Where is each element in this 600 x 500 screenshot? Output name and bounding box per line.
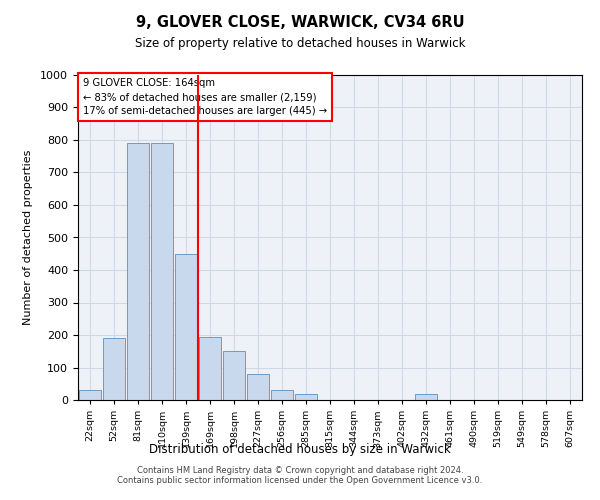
Text: 9, GLOVER CLOSE, WARWICK, CV34 6RU: 9, GLOVER CLOSE, WARWICK, CV34 6RU bbox=[136, 15, 464, 30]
Bar bbox=[103, 338, 125, 400]
Bar bbox=[415, 394, 437, 400]
Text: 9 GLOVER CLOSE: 164sqm
← 83% of detached houses are smaller (2,159)
17% of semi-: 9 GLOVER CLOSE: 164sqm ← 83% of detached… bbox=[83, 78, 327, 116]
Y-axis label: Number of detached properties: Number of detached properties bbox=[23, 150, 34, 325]
Text: Distribution of detached houses by size in Warwick: Distribution of detached houses by size … bbox=[149, 442, 451, 456]
Bar bbox=[151, 143, 173, 400]
Bar bbox=[199, 336, 221, 400]
Bar bbox=[175, 254, 197, 400]
Bar bbox=[223, 351, 245, 400]
Text: Size of property relative to detached houses in Warwick: Size of property relative to detached ho… bbox=[135, 38, 465, 51]
Text: Contains HM Land Registry data © Crown copyright and database right 2024.
Contai: Contains HM Land Registry data © Crown c… bbox=[118, 466, 482, 485]
Bar bbox=[79, 390, 101, 400]
Bar bbox=[271, 390, 293, 400]
Bar bbox=[127, 143, 149, 400]
Bar bbox=[295, 394, 317, 400]
Bar bbox=[247, 374, 269, 400]
